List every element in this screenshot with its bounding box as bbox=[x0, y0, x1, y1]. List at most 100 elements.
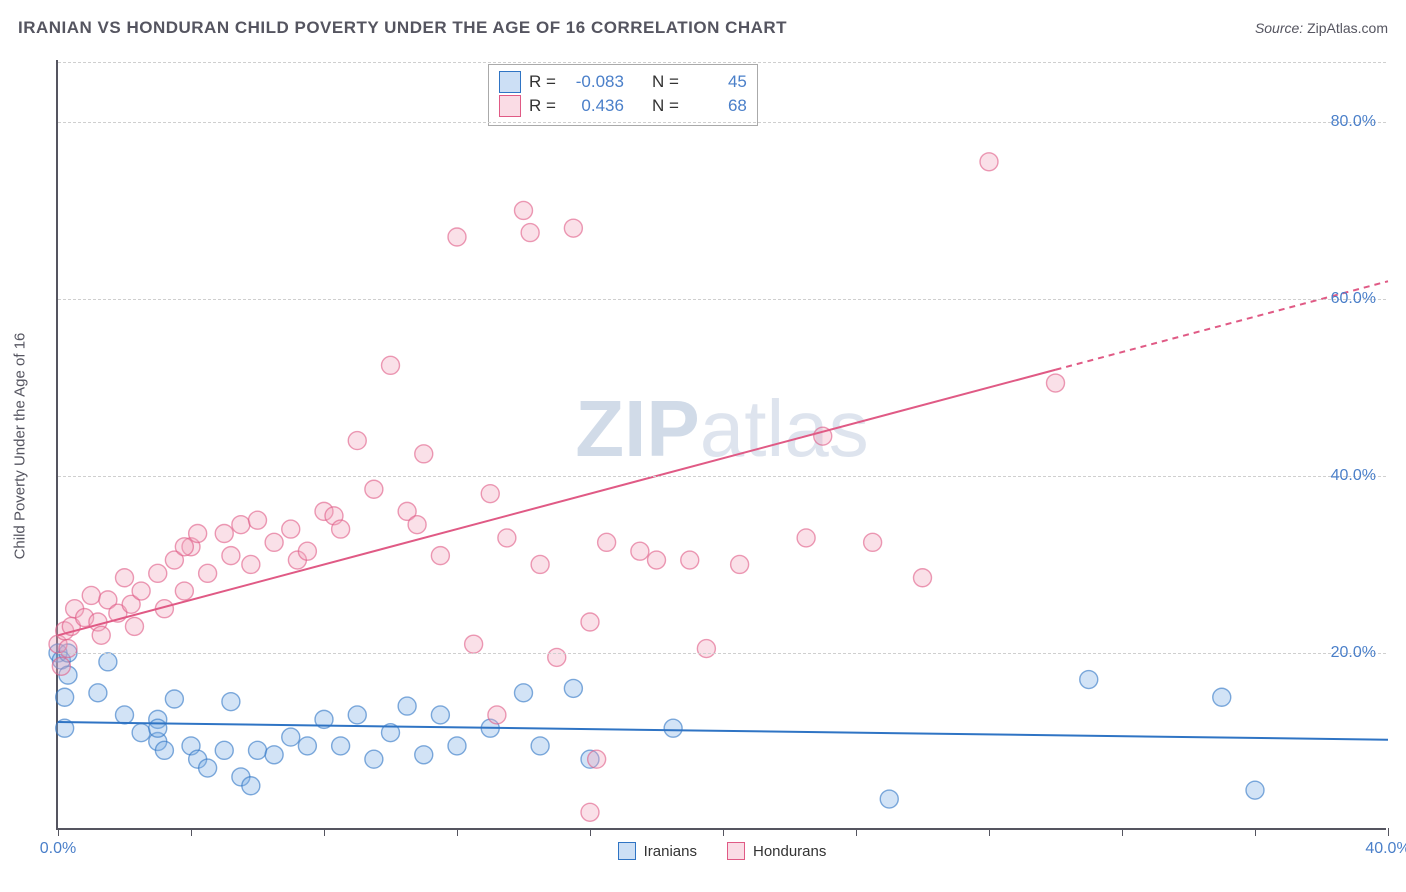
data-point bbox=[282, 728, 300, 746]
swatch-hondurans bbox=[727, 842, 745, 860]
data-point bbox=[531, 737, 549, 755]
data-point bbox=[199, 759, 217, 777]
legend-label-iranians: Iranians bbox=[644, 843, 697, 860]
legend-r-label: R = bbox=[529, 72, 556, 92]
data-point bbox=[89, 684, 107, 702]
x-tick-label: 0.0% bbox=[40, 840, 76, 858]
data-point bbox=[631, 542, 649, 560]
legend-r-label: R = bbox=[529, 96, 556, 116]
x-tick bbox=[723, 828, 724, 836]
data-point bbox=[249, 511, 267, 529]
data-point bbox=[382, 356, 400, 374]
legend-series: Iranians Hondurans bbox=[58, 842, 1386, 860]
data-point bbox=[348, 706, 366, 724]
legend-correlation: R =-0.083N =45R =0.436N =68 bbox=[488, 64, 758, 126]
data-point bbox=[175, 582, 193, 600]
data-point bbox=[548, 648, 566, 666]
data-point bbox=[232, 516, 250, 534]
data-point bbox=[415, 445, 433, 463]
data-point bbox=[408, 516, 426, 534]
data-point bbox=[149, 719, 167, 737]
data-point bbox=[1047, 374, 1065, 392]
data-point bbox=[1246, 781, 1264, 799]
data-point bbox=[864, 533, 882, 551]
data-point bbox=[242, 555, 260, 573]
y-tick-label: 80.0% bbox=[1331, 113, 1376, 131]
data-point bbox=[415, 746, 433, 764]
data-point bbox=[564, 679, 582, 697]
data-point bbox=[581, 803, 599, 821]
data-point bbox=[82, 586, 100, 604]
data-point bbox=[155, 741, 173, 759]
data-point bbox=[175, 538, 193, 556]
source-label: Source: bbox=[1255, 20, 1303, 36]
legend-n-label: N = bbox=[652, 72, 679, 92]
x-tick bbox=[1388, 828, 1389, 836]
legend-item-hondurans: Hondurans bbox=[727, 842, 826, 860]
data-point bbox=[149, 564, 167, 582]
chart-header: IRANIAN VS HONDURAN CHILD POVERTY UNDER … bbox=[18, 18, 1388, 38]
data-point bbox=[521, 224, 539, 242]
data-point bbox=[648, 551, 666, 569]
x-tick bbox=[989, 828, 990, 836]
data-point bbox=[298, 542, 316, 560]
x-tick bbox=[457, 828, 458, 836]
data-point bbox=[914, 569, 932, 587]
gridline bbox=[58, 653, 1386, 654]
data-point bbox=[99, 653, 117, 671]
data-point bbox=[431, 547, 449, 565]
x-tick bbox=[1255, 828, 1256, 836]
data-point bbox=[116, 706, 134, 724]
data-point bbox=[398, 697, 416, 715]
legend-swatch bbox=[499, 71, 521, 93]
legend-r-value: 0.436 bbox=[564, 96, 624, 116]
x-tick bbox=[590, 828, 591, 836]
data-point bbox=[365, 750, 383, 768]
data-point bbox=[481, 485, 499, 503]
legend-row: R =0.436N =68 bbox=[499, 95, 747, 117]
data-point bbox=[797, 529, 815, 547]
data-point bbox=[242, 777, 260, 795]
gridline bbox=[58, 299, 1386, 300]
x-tick bbox=[191, 828, 192, 836]
data-point bbox=[56, 688, 74, 706]
data-point bbox=[265, 746, 283, 764]
data-point bbox=[515, 201, 533, 219]
data-point bbox=[59, 640, 77, 658]
data-point bbox=[1213, 688, 1231, 706]
y-tick-label: 40.0% bbox=[1331, 467, 1376, 485]
legend-item-iranians: Iranians bbox=[618, 842, 697, 860]
chart-title: IRANIAN VS HONDURAN CHILD POVERTY UNDER … bbox=[18, 18, 787, 38]
data-point bbox=[52, 657, 70, 675]
x-tick bbox=[324, 828, 325, 836]
y-tick-label: 60.0% bbox=[1331, 290, 1376, 308]
data-point bbox=[697, 640, 715, 658]
data-point bbox=[116, 569, 134, 587]
data-point bbox=[448, 737, 466, 755]
legend-swatch bbox=[499, 95, 521, 117]
gridline bbox=[58, 62, 1386, 63]
data-point bbox=[564, 219, 582, 237]
data-point bbox=[531, 555, 549, 573]
data-point bbox=[1080, 671, 1098, 689]
swatch-iranians bbox=[618, 842, 636, 860]
data-point bbox=[465, 635, 483, 653]
source-attribution: Source: ZipAtlas.com bbox=[1255, 20, 1388, 36]
data-point bbox=[498, 529, 516, 547]
y-tick-label: 20.0% bbox=[1331, 644, 1376, 662]
data-point bbox=[681, 551, 699, 569]
gridline bbox=[58, 122, 1386, 123]
legend-n-value: 68 bbox=[687, 96, 747, 116]
data-point bbox=[132, 582, 150, 600]
x-tick bbox=[856, 828, 857, 836]
trend-line bbox=[58, 722, 1388, 740]
data-point bbox=[125, 617, 143, 635]
data-point bbox=[488, 706, 506, 724]
data-point bbox=[249, 741, 267, 759]
data-point bbox=[92, 626, 110, 644]
data-point bbox=[222, 547, 240, 565]
gridline bbox=[58, 476, 1386, 477]
trend-line bbox=[58, 370, 1056, 636]
data-point bbox=[132, 724, 150, 742]
legend-label-hondurans: Hondurans bbox=[753, 843, 826, 860]
